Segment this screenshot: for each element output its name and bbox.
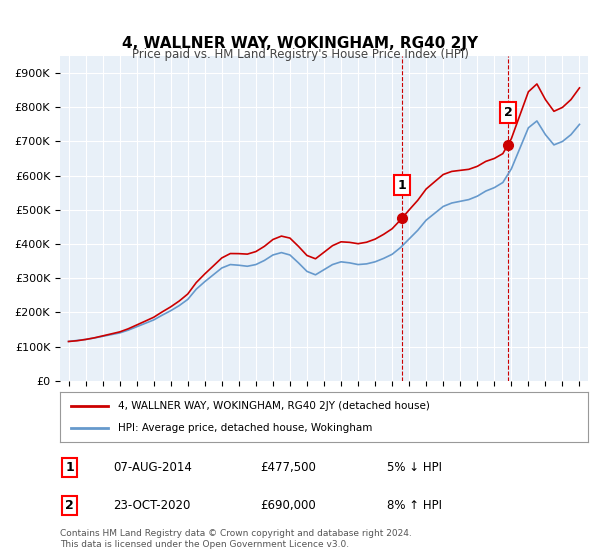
Text: 23-OCT-2020: 23-OCT-2020 bbox=[113, 499, 190, 512]
Text: 5% ↓ HPI: 5% ↓ HPI bbox=[388, 461, 442, 474]
Text: £690,000: £690,000 bbox=[260, 499, 316, 512]
Text: 8% ↑ HPI: 8% ↑ HPI bbox=[388, 499, 442, 512]
Text: 4, WALLNER WAY, WOKINGHAM, RG40 2JY (detached house): 4, WALLNER WAY, WOKINGHAM, RG40 2JY (det… bbox=[118, 401, 430, 411]
Text: 1: 1 bbox=[65, 461, 74, 474]
Text: 2: 2 bbox=[503, 106, 512, 119]
Text: HPI: Average price, detached house, Wokingham: HPI: Average price, detached house, Woki… bbox=[118, 423, 373, 433]
Text: 2: 2 bbox=[65, 499, 74, 512]
Text: 07-AUG-2014: 07-AUG-2014 bbox=[113, 461, 191, 474]
Text: £477,500: £477,500 bbox=[260, 461, 317, 474]
Text: Price paid vs. HM Land Registry's House Price Index (HPI): Price paid vs. HM Land Registry's House … bbox=[131, 48, 469, 60]
Text: 1: 1 bbox=[398, 179, 407, 192]
Text: 4, WALLNER WAY, WOKINGHAM, RG40 2JY: 4, WALLNER WAY, WOKINGHAM, RG40 2JY bbox=[122, 36, 478, 52]
Text: Contains HM Land Registry data © Crown copyright and database right 2024.
This d: Contains HM Land Registry data © Crown c… bbox=[60, 529, 412, 549]
